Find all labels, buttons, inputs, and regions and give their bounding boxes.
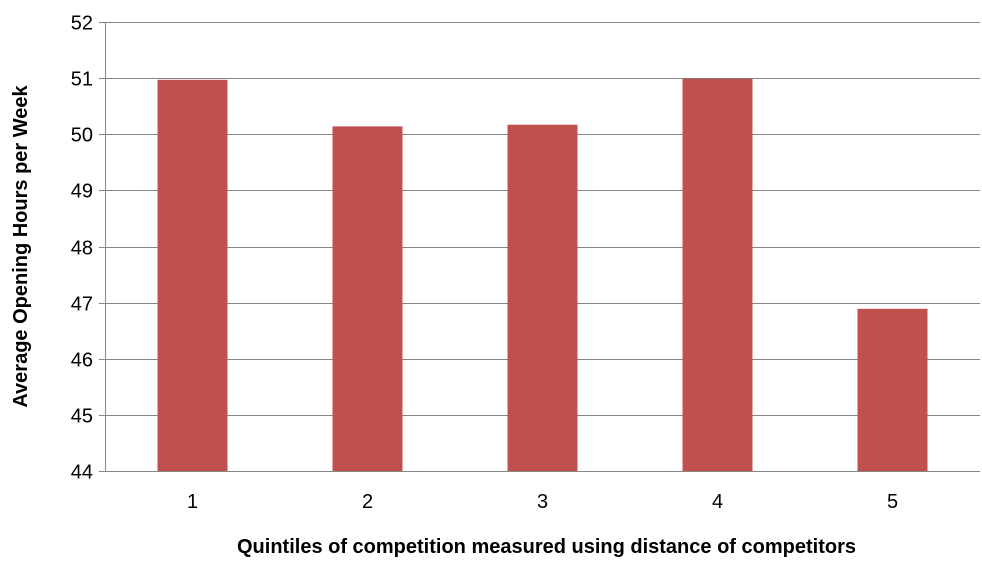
axes (99, 22, 980, 472)
y-axis-title: Average Opening Hours per Week (10, 84, 32, 407)
y-tick-label: 49 (71, 181, 93, 203)
y-tick-label: 48 (71, 238, 93, 260)
x-axis-tick-labels: 1 2 3 4 5 (187, 491, 898, 513)
x-tick-label: 1 (187, 491, 198, 513)
x-tick-label: 3 (537, 491, 548, 513)
bar-3 (507, 124, 578, 472)
y-axis-tick-labels: 44 45 46 47 48 49 50 51 52 (71, 13, 93, 484)
bar-5 (857, 308, 928, 471)
y-tick-label: 50 (71, 125, 93, 147)
y-tick-label: 46 (71, 350, 93, 372)
y-tick-label: 51 (71, 69, 93, 91)
bars (157, 78, 928, 472)
x-tick-label: 4 (712, 491, 723, 513)
y-tick-label: 52 (71, 13, 93, 35)
y-tick-label: 47 (71, 294, 93, 316)
y-tick-label: 45 (71, 406, 93, 428)
y-tick-label: 44 (71, 462, 93, 484)
bar-2 (332, 126, 403, 471)
bar-1 (157, 79, 228, 471)
x-tick-label: 2 (362, 491, 373, 513)
x-axis-title: Quintiles of competition measured using … (237, 536, 856, 558)
bar-4 (682, 78, 753, 471)
x-tick-label: 5 (887, 491, 898, 513)
